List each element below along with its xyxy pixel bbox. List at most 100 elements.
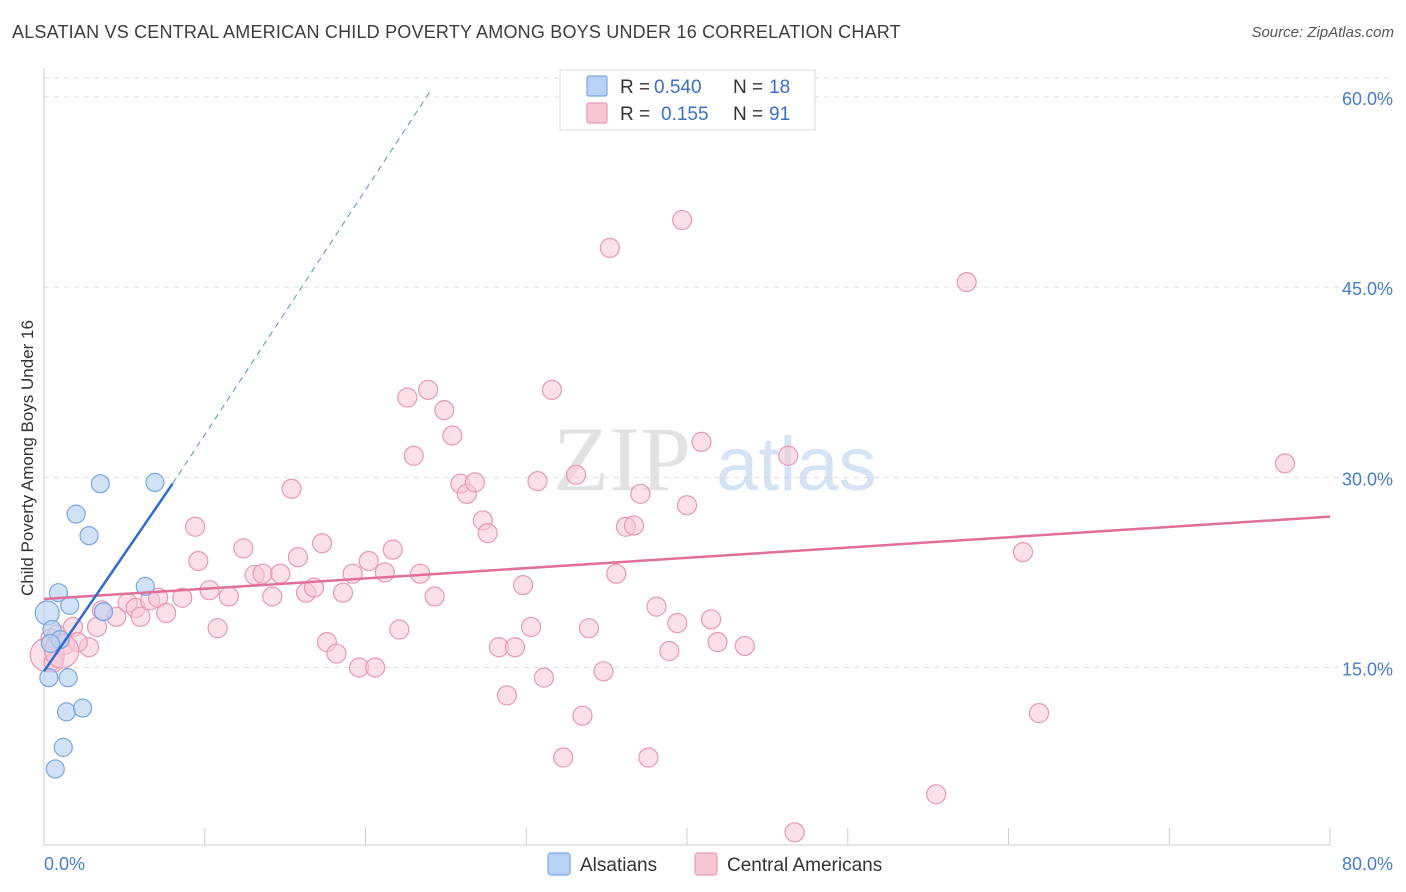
central-american-point-82 bbox=[784, 822, 805, 843]
trend-lines bbox=[42, 91, 1331, 673]
central-american-point-24 bbox=[262, 586, 283, 607]
central-american-point-55 bbox=[504, 637, 526, 658]
alsatian-point-11 bbox=[72, 698, 93, 718]
series-legend-label-alsatians: Alsatians bbox=[580, 855, 657, 876]
central-american-point-72 bbox=[646, 596, 667, 617]
central-american-point-60 bbox=[541, 379, 563, 400]
central-american-point-84 bbox=[956, 271, 977, 293]
central-american-point-21 bbox=[233, 538, 254, 559]
central-american-point-73 bbox=[659, 640, 680, 662]
central-american-point-27 bbox=[287, 547, 309, 568]
central-american-point-20 bbox=[218, 586, 239, 607]
central-american-point-32 bbox=[326, 643, 347, 664]
alsatian-trend-line bbox=[42, 482, 174, 673]
source-label: Source: ZipAtlas.com bbox=[1251, 24, 1394, 41]
alsatian-point-13 bbox=[90, 474, 110, 494]
central-american-point-79 bbox=[707, 632, 728, 653]
central-american-point-14 bbox=[156, 602, 177, 624]
watermark-atlas: atlas bbox=[716, 422, 877, 507]
central-american-point-80 bbox=[734, 635, 755, 657]
central-american-point-85 bbox=[1012, 542, 1034, 563]
central-american-point-83 bbox=[926, 784, 947, 805]
central-american-point-69 bbox=[623, 515, 645, 536]
central-american-point-57 bbox=[520, 616, 542, 638]
alsatian-point-12 bbox=[79, 526, 99, 546]
stats-legend: R = 0.540 N = 18 R = 0.155 N = 91 bbox=[559, 69, 816, 131]
x-tick-label-min: 0.0% bbox=[44, 854, 85, 874]
series-legend-label-central: Central Americans bbox=[727, 855, 882, 876]
central-american-point-44 bbox=[418, 379, 439, 400]
central-american-point-65 bbox=[593, 661, 614, 682]
legend-r-label-central: R = bbox=[620, 104, 650, 125]
y-tick-label-15: 15.0% bbox=[1342, 660, 1393, 680]
central-american-point-59 bbox=[533, 667, 555, 688]
legend-n-value-alsatians: 18 bbox=[769, 77, 790, 98]
central-american-point-45 bbox=[424, 586, 445, 607]
central-american-point-15 bbox=[172, 587, 193, 608]
legend-n-label-alsatians: N = bbox=[733, 77, 763, 98]
central-american-point-71 bbox=[638, 747, 659, 768]
central-american-point-16 bbox=[185, 516, 206, 537]
central-american-point-66 bbox=[599, 237, 620, 258]
legend-r-label-alsatians: R = bbox=[620, 77, 650, 98]
alsatian-point-6 bbox=[53, 737, 73, 757]
central-american-point-76 bbox=[676, 495, 698, 516]
series-legend-swatch-alsatians bbox=[547, 852, 571, 876]
alsatian-point-14 bbox=[93, 602, 114, 622]
alsatian-point-16 bbox=[145, 472, 165, 493]
central-american-point-41 bbox=[397, 387, 418, 408]
central-american-points bbox=[29, 209, 1296, 843]
central-american-point-62 bbox=[565, 464, 587, 485]
central-american-point-70 bbox=[630, 483, 651, 504]
central-american-point-42 bbox=[403, 445, 424, 466]
series-legend-swatch-central bbox=[694, 852, 718, 876]
central-american-trend-line bbox=[43, 515, 1331, 601]
legend-r-value-alsatians: 0.540 bbox=[654, 77, 702, 98]
alsatian-point-8 bbox=[58, 668, 78, 688]
central-american-point-17 bbox=[188, 550, 209, 572]
central-american-point-64 bbox=[578, 618, 600, 639]
central-american-point-19 bbox=[207, 618, 228, 639]
central-american-point-40 bbox=[389, 619, 410, 640]
central-american-point-25 bbox=[270, 563, 291, 584]
central-american-point-63 bbox=[572, 705, 593, 726]
alsatian-trend-extension bbox=[172, 91, 431, 484]
legend-r-value-central: 0.155 bbox=[661, 104, 709, 125]
central-american-point-54 bbox=[496, 685, 518, 706]
central-american-point-33 bbox=[332, 582, 354, 603]
central-american-point-74 bbox=[672, 209, 693, 231]
central-american-point-11 bbox=[130, 606, 151, 627]
alsatian-point-17 bbox=[40, 633, 61, 654]
x-ticks bbox=[204, 828, 1331, 845]
watermark-zip: ZIP bbox=[553, 408, 691, 510]
legend-swatch-alsatians bbox=[586, 75, 608, 97]
y-axis-label: Child Poverty Among Boys Under 16 bbox=[18, 320, 37, 596]
y-tick-labels: 15.0% 30.0% 45.0% 60.0% bbox=[1342, 89, 1393, 680]
central-american-point-61 bbox=[553, 747, 574, 768]
central-american-point-23 bbox=[252, 563, 273, 584]
central-american-point-75 bbox=[667, 613, 688, 634]
central-american-point-26 bbox=[281, 478, 302, 499]
legend-n-label-central: N = bbox=[733, 104, 763, 125]
central-american-point-30 bbox=[311, 533, 333, 554]
alsatian-point-10 bbox=[66, 504, 86, 524]
alsatian-point-9 bbox=[60, 595, 80, 615]
central-american-point-37 bbox=[365, 657, 386, 678]
central-american-point-77 bbox=[691, 431, 712, 452]
central-american-point-36 bbox=[358, 550, 379, 572]
y-tick-label-60: 60.0% bbox=[1342, 89, 1393, 109]
alsatian-point-15 bbox=[135, 576, 155, 596]
central-american-point-78 bbox=[701, 609, 722, 630]
y-tick-label-45: 45.0% bbox=[1342, 279, 1393, 299]
central-american-point-46 bbox=[434, 400, 455, 421]
legend-swatch-central-americans bbox=[586, 102, 608, 124]
alsatian-point-3 bbox=[45, 759, 65, 779]
central-american-point-87 bbox=[1274, 453, 1296, 474]
series-legend: Alsatians Central Americans bbox=[547, 852, 882, 876]
central-american-point-50 bbox=[464, 472, 485, 493]
alsatian-point-1 bbox=[39, 668, 59, 688]
alsatian-point-7 bbox=[56, 702, 77, 722]
y-tick-label-30: 30.0% bbox=[1342, 469, 1393, 489]
x-tick-label-max: 80.0% bbox=[1342, 854, 1393, 874]
